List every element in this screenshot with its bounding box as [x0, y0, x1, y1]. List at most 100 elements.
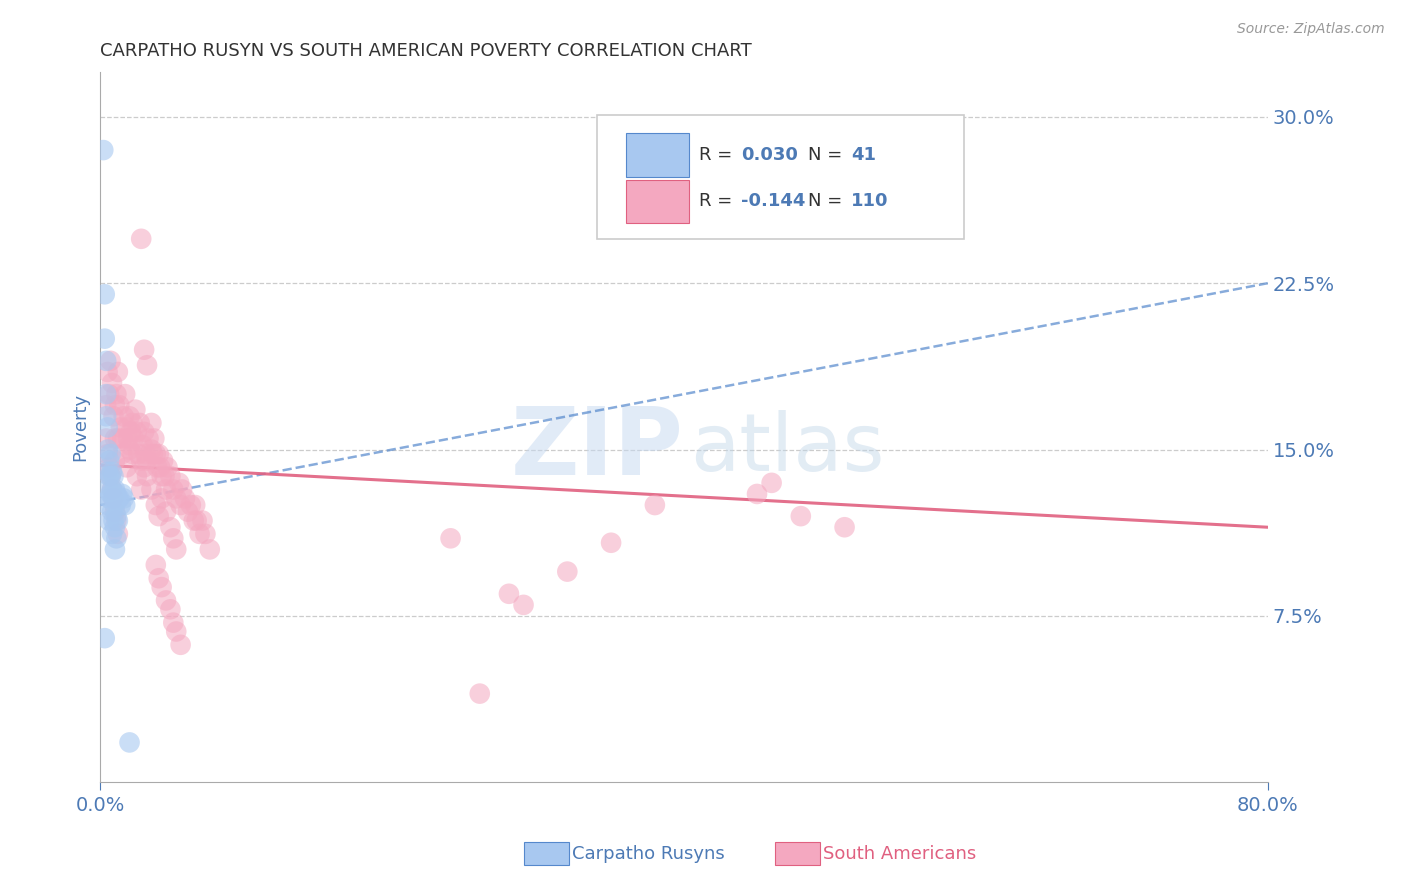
Point: [115, 420, 138, 434]
Point: [162, 483, 184, 497]
Point: [153, 469, 176, 483]
Text: ZIP: ZIP: [512, 402, 685, 495]
Point: [145, 447, 167, 461]
Point: [136, 453, 159, 467]
Point: [104, 542, 127, 557]
Point: [97, 420, 120, 434]
Point: [98, 491, 121, 506]
Point: [145, 498, 167, 512]
Point: [834, 520, 856, 534]
Point: [100, 469, 122, 483]
Point: [125, 425, 148, 439]
Point: [100, 354, 122, 368]
Point: [96, 409, 118, 424]
FancyBboxPatch shape: [626, 179, 689, 223]
Point: [105, 514, 128, 528]
Point: [159, 469, 181, 483]
Point: [128, 416, 150, 430]
Point: [191, 514, 214, 528]
Point: [136, 469, 159, 483]
Point: [141, 442, 163, 457]
Point: [790, 509, 813, 524]
Point: [135, 447, 157, 461]
Point: [468, 687, 491, 701]
Text: South Americans: South Americans: [823, 845, 976, 863]
Point: [555, 565, 578, 579]
Point: [104, 505, 127, 519]
Text: R =: R =: [699, 193, 738, 211]
Point: [96, 387, 118, 401]
Point: [125, 469, 148, 483]
Point: [104, 398, 127, 412]
Point: [107, 527, 129, 541]
Point: [169, 498, 191, 512]
Point: [155, 593, 177, 607]
Point: [141, 483, 163, 497]
Point: [159, 602, 181, 616]
Point: [152, 453, 174, 467]
FancyBboxPatch shape: [596, 115, 965, 239]
Point: [105, 532, 128, 546]
Point: [127, 447, 149, 461]
Point: [174, 491, 197, 506]
Point: [146, 460, 169, 475]
Point: [180, 498, 202, 512]
Y-axis label: Poverty: Poverty: [72, 393, 89, 461]
Point: [103, 514, 125, 528]
Point: [177, 505, 200, 519]
Text: Source: ZipAtlas.com: Source: ZipAtlas.com: [1237, 22, 1385, 37]
Point: [97, 442, 120, 457]
Point: [118, 735, 141, 749]
Point: [103, 409, 125, 424]
Point: [165, 542, 187, 557]
Point: [97, 483, 120, 497]
Point: [101, 376, 124, 390]
Point: [111, 432, 134, 446]
Point: [169, 638, 191, 652]
Point: [134, 460, 156, 475]
Point: [107, 491, 129, 506]
Point: [134, 425, 156, 439]
Point: [103, 491, 125, 506]
Point: [101, 527, 124, 541]
Point: [188, 527, 211, 541]
Point: [100, 447, 122, 461]
Point: [104, 498, 127, 512]
Point: [93, 332, 115, 346]
Point: [105, 509, 128, 524]
Point: [91, 143, 114, 157]
Point: [184, 498, 207, 512]
Point: [194, 527, 217, 541]
Point: [98, 514, 121, 528]
Point: [112, 409, 135, 424]
Point: [98, 469, 121, 483]
Point: [101, 465, 124, 479]
Point: [103, 491, 125, 506]
Point: [118, 438, 141, 452]
Point: [104, 432, 127, 446]
Text: 41: 41: [851, 146, 876, 164]
Point: [162, 532, 184, 546]
Point: [115, 460, 138, 475]
Point: [129, 453, 152, 467]
Point: [104, 483, 127, 497]
Point: [149, 460, 172, 475]
Point: [159, 520, 181, 534]
Point: [103, 469, 125, 483]
Point: [117, 432, 139, 446]
Point: [148, 571, 170, 585]
Point: [162, 615, 184, 630]
Point: [105, 387, 128, 401]
Point: [165, 624, 187, 639]
Text: CARPATHO RUSYN VS SOUTH AMERICAN POVERTY CORRELATION CHART: CARPATHO RUSYN VS SOUTH AMERICAN POVERTY…: [100, 42, 752, 60]
Text: 0.030: 0.030: [741, 146, 799, 164]
Point: [198, 542, 221, 557]
Point: [93, 287, 115, 301]
Point: [120, 425, 142, 439]
Point: [600, 535, 623, 549]
Point: [101, 505, 124, 519]
Point: [104, 453, 127, 467]
Point: [155, 483, 177, 497]
Point: [761, 475, 783, 490]
Point: [167, 475, 190, 490]
